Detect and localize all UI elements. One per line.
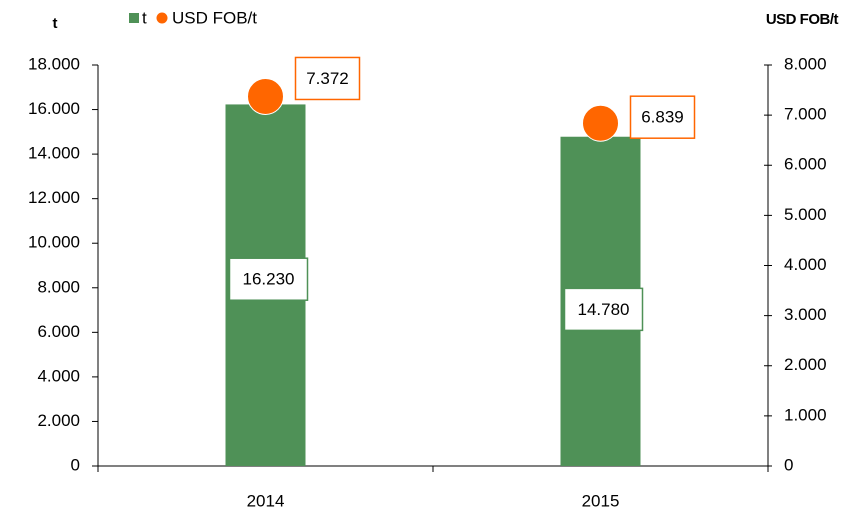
y-tick-label: 8.000 bbox=[37, 277, 80, 296]
y-tick-label: 14.000 bbox=[28, 144, 80, 163]
y2-tick-label: 8.000 bbox=[784, 54, 827, 73]
legend-swatch bbox=[129, 13, 139, 23]
data-label-box bbox=[294, 56, 361, 101]
y-tick-label: 18.000 bbox=[28, 54, 80, 73]
data-label: 14.780 bbox=[578, 300, 630, 319]
data-label: 6.839 bbox=[641, 108, 684, 127]
y-tick-label: 2.000 bbox=[37, 411, 80, 430]
data-label-box bbox=[563, 287, 644, 332]
data-label: 16.230 bbox=[243, 270, 295, 289]
x-tick-label: 2015 bbox=[582, 491, 620, 509]
data-label-box bbox=[228, 257, 309, 301]
y2-tick-label: 2.000 bbox=[784, 355, 827, 374]
y2-tick-label: 6.000 bbox=[784, 155, 827, 174]
y-tick-label: 0 bbox=[71, 455, 80, 474]
y-tick-label: 16.000 bbox=[28, 99, 80, 118]
data-label-box bbox=[629, 95, 696, 139]
y-axis-label: t bbox=[53, 15, 58, 32]
y-tick-label: 10.000 bbox=[28, 233, 80, 252]
legend-label: USD FOB/t bbox=[172, 8, 257, 27]
data-label: 7.372 bbox=[306, 69, 349, 88]
y2-tick-label: 3.000 bbox=[784, 305, 827, 324]
y2-tick-label: 4.000 bbox=[784, 255, 827, 274]
x-tick-label: 2014 bbox=[247, 491, 285, 509]
y-tick-label: 6.000 bbox=[37, 322, 80, 341]
marker bbox=[582, 104, 619, 142]
y2-tick-label: 0 bbox=[784, 455, 793, 474]
marker bbox=[247, 77, 284, 115]
y2-tick-label: 1.000 bbox=[784, 405, 827, 424]
y2-tick-label: 7.000 bbox=[784, 105, 827, 124]
legend-swatch bbox=[156, 12, 168, 24]
y-tick-label: 12.000 bbox=[28, 188, 80, 207]
y-tick-label: 4.000 bbox=[37, 366, 80, 385]
y2-axis-label: USD FOB/t bbox=[766, 11, 839, 28]
legend-label: t bbox=[142, 8, 147, 27]
y2-tick-label: 5.000 bbox=[784, 205, 827, 224]
